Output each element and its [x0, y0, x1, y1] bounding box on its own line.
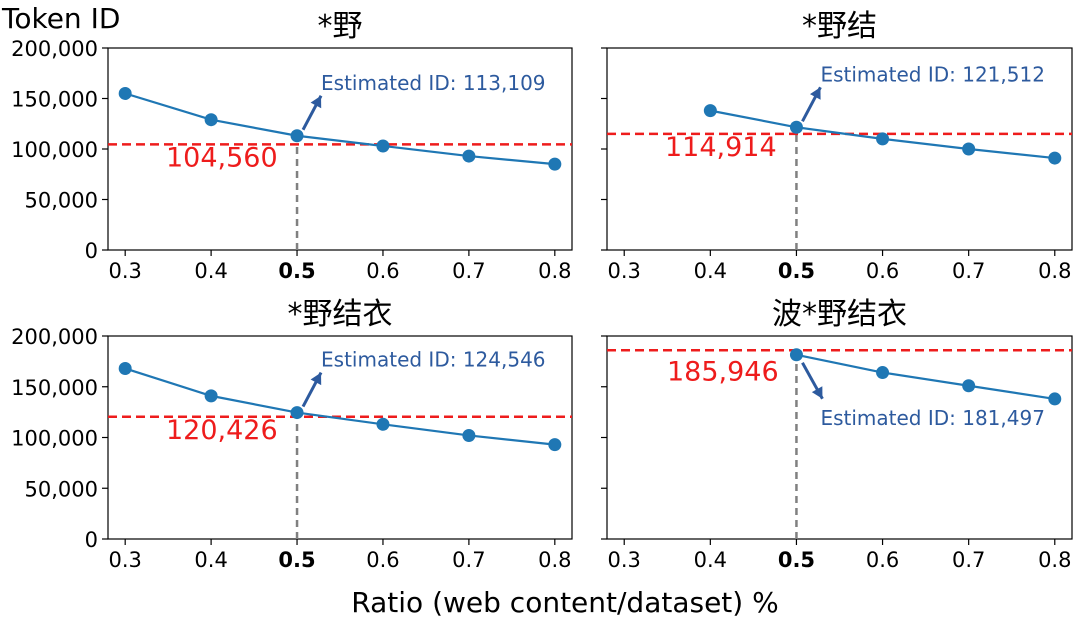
annotation-arrow-head — [811, 386, 823, 399]
x-axis-label: Ratio (web content/dataset) % — [351, 586, 778, 619]
y-tick-label: 150,000 — [11, 376, 98, 400]
data-point — [290, 129, 304, 143]
data-point — [204, 389, 218, 403]
x-tick-label: 0.6 — [866, 259, 899, 283]
series-line — [796, 353, 1055, 401]
x-tick-label: 0.7 — [952, 259, 985, 283]
panel-title: *野结衣 — [288, 297, 393, 332]
y-axis-label: Token ID — [1, 2, 120, 35]
data-point — [876, 366, 890, 380]
panel-title: 波*野结衣 — [772, 297, 907, 332]
x-tick-label: 0.3 — [608, 548, 641, 572]
x-tick-label: 0.5 — [278, 259, 315, 283]
x-tick-label: 0.3 — [108, 259, 141, 283]
data-point — [462, 428, 476, 442]
x-tick-label: 0.4 — [194, 259, 227, 283]
y-tick-label: 50,000 — [25, 477, 98, 501]
x-tick-label: 0.3 — [608, 259, 641, 283]
data-point — [789, 120, 803, 134]
x-tick-label: 0.7 — [452, 548, 485, 572]
data-point — [462, 149, 476, 163]
annotation-arrow-head — [310, 95, 322, 109]
y-tick-label: 100,000 — [11, 138, 98, 162]
threshold-label: 120,426 — [166, 415, 278, 446]
x-tick-label: 0.8 — [538, 259, 571, 283]
data-point — [548, 438, 562, 452]
data-point — [962, 379, 976, 393]
x-tick-label: 0.7 — [952, 548, 985, 572]
x-tick-label: 0.8 — [1038, 548, 1071, 572]
series-line — [124, 367, 555, 446]
y-tick-label: 0 — [85, 239, 98, 263]
data-point — [118, 86, 132, 100]
annotation-label: Estimated ID: 121,512 — [820, 62, 1045, 86]
annotation-label: Estimated ID: 113,109 — [321, 71, 546, 95]
x-tick-label: 0.6 — [366, 548, 399, 572]
data-point — [1048, 392, 1062, 406]
panel-3: *野结衣 0.3 0.4 0.5 0.6 0.7 0.8 0 50,000 100,000 150,… — [11, 297, 573, 572]
data-point — [1048, 151, 1062, 165]
data-point — [290, 406, 304, 420]
data-point — [703, 104, 717, 118]
x-tick-label: 0.7 — [452, 259, 485, 283]
x-tick-label: 0.4 — [194, 548, 227, 572]
y-tick-label: 200,000 — [11, 37, 98, 61]
y-tick-label: 0 — [85, 528, 98, 552]
data-point — [548, 157, 562, 171]
data-point — [376, 417, 390, 431]
data-point — [789, 348, 803, 362]
data-point — [962, 142, 976, 156]
series-line — [124, 92, 555, 166]
x-tick-label: 0.4 — [694, 548, 727, 572]
threshold-label: 185,946 — [667, 356, 779, 387]
threshold-label: 114,914 — [665, 132, 777, 163]
x-tick-label: 0.5 — [778, 259, 815, 283]
annotation-arrow-head — [310, 372, 322, 386]
y-tick-label: 150,000 — [11, 88, 98, 112]
threshold-label: 104,560 — [166, 142, 278, 173]
panel-2: *野结 0.3 0.4 0.5 0.6 0.7 0.8 114,914 Estimated ID… — [601, 9, 1073, 283]
y-tick-label: 100,000 — [11, 427, 98, 451]
x-tick-label: 0.8 — [1038, 259, 1071, 283]
annotation-label: Estimated ID: 181,497 — [820, 406, 1045, 430]
x-tick-label: 0.3 — [108, 548, 141, 572]
annotation-arrow-head — [809, 87, 821, 100]
y-tick-label: 200,000 — [11, 325, 98, 349]
x-tick-label: 0.5 — [278, 548, 315, 572]
panel-title: *野 — [318, 9, 363, 44]
y-tick-label: 50,000 — [25, 189, 98, 213]
annotation-label: Estimated ID: 124,546 — [321, 348, 546, 372]
data-point — [204, 113, 218, 127]
x-tick-label: 0.4 — [694, 259, 727, 283]
chart-panels: *野 0.3 0.4 0.5 0.6 0.7 0.8 0 50,000 100,000 150,00… — [11, 9, 1073, 572]
data-point — [118, 361, 132, 375]
data-point — [376, 139, 390, 153]
x-tick-label: 0.6 — [366, 259, 399, 283]
x-tick-label: 0.5 — [778, 548, 815, 572]
data-point — [876, 132, 890, 146]
panel-title: *野结 — [802, 9, 877, 44]
panel-1: *野 0.3 0.4 0.5 0.6 0.7 0.8 0 50,000 100,000 150,00… — [11, 9, 573, 283]
panel-4: 波*野结衣 0.3 0.4 0.5 0.6 0.7 0.8 185,946 Estimated … — [601, 297, 1073, 572]
x-tick-label: 0.8 — [538, 548, 571, 572]
x-tick-label: 0.6 — [866, 548, 899, 572]
